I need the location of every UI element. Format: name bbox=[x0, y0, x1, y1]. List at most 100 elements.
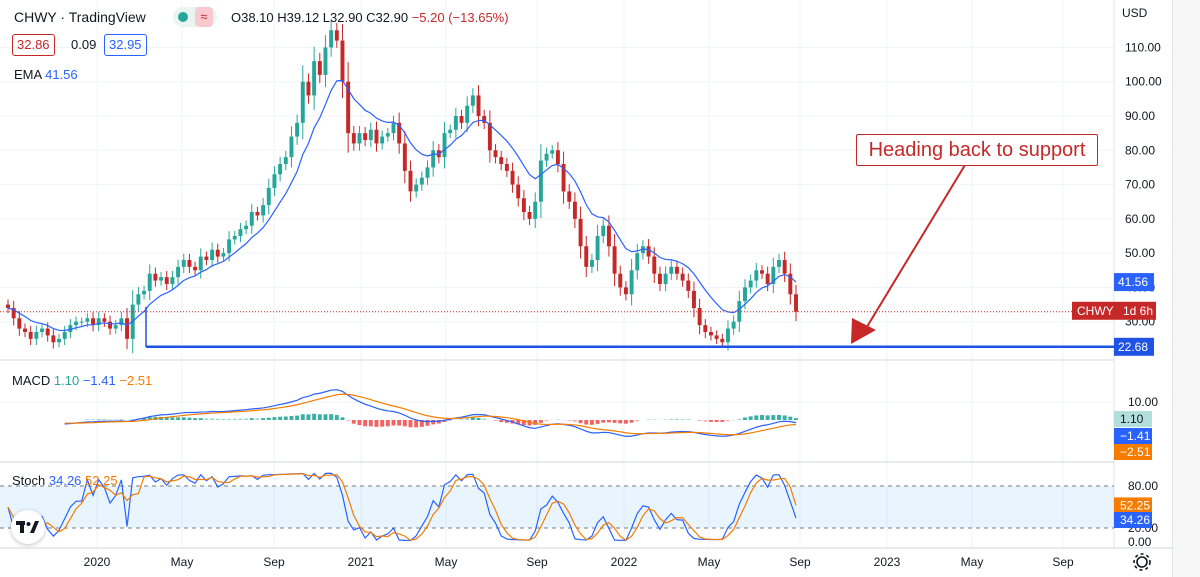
macd-hist-bar bbox=[782, 415, 787, 420]
macd-hist-bar bbox=[374, 420, 379, 427]
ema-legend[interactable]: EMA 41.56 bbox=[14, 67, 78, 82]
candle-body bbox=[504, 164, 509, 171]
stoch-legend[interactable]: Stoch 34.26 52.25 bbox=[12, 473, 118, 488]
macd-hist-bar bbox=[408, 420, 413, 428]
stoch-label: Stoch bbox=[12, 473, 46, 488]
macd-hist-bar bbox=[584, 420, 589, 425]
price-tick-label: 90.00 bbox=[1125, 109, 1155, 123]
watchlist-sidebar[interactable] bbox=[1172, 0, 1200, 577]
candle-body bbox=[618, 273, 623, 288]
spread-value: 0.09 bbox=[71, 37, 97, 52]
candle-body bbox=[431, 150, 436, 168]
candle-body bbox=[221, 253, 226, 257]
macd-hist-bar bbox=[629, 420, 634, 423]
macd-hist-bar bbox=[777, 414, 781, 420]
candle-body bbox=[380, 136, 385, 144]
time-tick-label: 2021 bbox=[348, 555, 375, 569]
macd-legend[interactable]: MACD 1.10 −1.41 −2.51 bbox=[12, 373, 152, 388]
stoch-k-value: 34.26 bbox=[48, 473, 82, 488]
candle-body bbox=[442, 133, 447, 158]
ask-badge[interactable]: 32.95 bbox=[104, 34, 147, 56]
macd-line-tag: −1.41 bbox=[1120, 429, 1151, 443]
macd-hist-bar bbox=[176, 417, 181, 420]
candle-body bbox=[402, 143, 407, 171]
candle-body bbox=[255, 212, 260, 216]
price-tick-label: 60.00 bbox=[1125, 212, 1155, 226]
arrow-shaft[interactable] bbox=[861, 164, 966, 336]
support-price-tag: 22.68 bbox=[1118, 340, 1148, 354]
stoch-tick-label: 80.00 bbox=[1128, 479, 1158, 493]
status-pills[interactable]: ≈ bbox=[173, 7, 217, 27]
macd-hist-bar bbox=[295, 415, 300, 420]
candle-body bbox=[170, 277, 175, 284]
macd-hist-bar bbox=[748, 416, 753, 420]
macd-hist-bar bbox=[544, 420, 549, 422]
macd-hist-bar bbox=[272, 417, 277, 420]
candle-body bbox=[533, 201, 538, 219]
macd-hist-bar bbox=[765, 415, 770, 420]
candle-body bbox=[227, 239, 232, 254]
symbol-title[interactable]: CHWY · TradingView bbox=[14, 9, 146, 25]
tradingview-logo[interactable] bbox=[11, 510, 45, 544]
annotation-callout[interactable]: Heading back to support bbox=[856, 134, 1098, 166]
macd-hist-bar bbox=[669, 419, 674, 420]
macd-hist-bar bbox=[244, 418, 249, 420]
macd-hist-bar bbox=[170, 417, 175, 420]
candle-body bbox=[23, 328, 27, 332]
candle-body bbox=[51, 335, 56, 343]
candle-body bbox=[459, 116, 464, 123]
candle-body bbox=[164, 277, 169, 284]
stoch-band-fill bbox=[0, 486, 1114, 528]
candle-body bbox=[215, 249, 220, 257]
time-axis[interactable]: 2020 May Sep 2021 May Sep 2022 May Sep 2023 May Sep bbox=[84, 555, 1074, 569]
stoch-tick-label: 0.00 bbox=[1128, 535, 1152, 549]
annotation-arrow[interactable] bbox=[851, 164, 966, 344]
macd-hist-bar bbox=[595, 420, 600, 424]
candle-body bbox=[261, 205, 266, 216]
macd-hist-bar bbox=[380, 420, 385, 427]
candle-body bbox=[748, 280, 753, 288]
candle-body bbox=[68, 325, 73, 332]
time-tick-label: May bbox=[698, 555, 721, 569]
candle-body bbox=[538, 160, 543, 202]
last-price-countdown: 1d 6h bbox=[1123, 304, 1153, 318]
candle-body bbox=[595, 236, 600, 260]
macd-hist-bar bbox=[538, 420, 543, 423]
candle-body bbox=[589, 260, 594, 267]
macd-hist-bar bbox=[760, 415, 764, 420]
bid-badge[interactable]: 32.86 bbox=[12, 34, 55, 56]
support-line[interactable] bbox=[145, 306, 1114, 349]
candle-body bbox=[249, 212, 254, 226]
macd-hist-bar bbox=[266, 417, 271, 420]
macd-hist-bar bbox=[708, 420, 713, 422]
macd-hist-bar bbox=[329, 414, 334, 420]
candle-body bbox=[448, 129, 453, 134]
arrow-head[interactable] bbox=[851, 318, 876, 344]
macd-hist-bar bbox=[697, 420, 702, 421]
ema-value: 41.56 bbox=[45, 67, 78, 82]
macd-hist-bar bbox=[470, 417, 475, 420]
macd-hist-bar bbox=[414, 420, 419, 428]
gear-icon[interactable] bbox=[1133, 553, 1151, 571]
macd-hist-bar bbox=[743, 417, 747, 420]
candle-body bbox=[777, 260, 781, 267]
macd-hist-bar bbox=[363, 420, 368, 427]
macd-hist-bar bbox=[232, 418, 237, 420]
time-tick-label: 2023 bbox=[874, 555, 901, 569]
macd-hist-bar bbox=[788, 416, 793, 420]
macd-hist-bar bbox=[771, 415, 776, 420]
macd-hist-bar bbox=[674, 418, 679, 420]
time-tick-label: Sep bbox=[789, 555, 811, 569]
macd-hist-bar bbox=[402, 420, 407, 427]
price-tick-label: 110.00 bbox=[1125, 40, 1161, 54]
macd-hist-bar bbox=[102, 419, 107, 420]
macd-hist-bar bbox=[567, 420, 572, 421]
macd-hist-bar bbox=[794, 418, 798, 420]
candle-body bbox=[657, 273, 662, 284]
macd-hist-bar bbox=[419, 420, 424, 427]
candle-body bbox=[57, 338, 61, 343]
macd-tick-label: 10.00 bbox=[1128, 395, 1158, 409]
macd-line-tag-bg bbox=[1114, 428, 1152, 444]
macd-hist-bar bbox=[686, 419, 691, 420]
